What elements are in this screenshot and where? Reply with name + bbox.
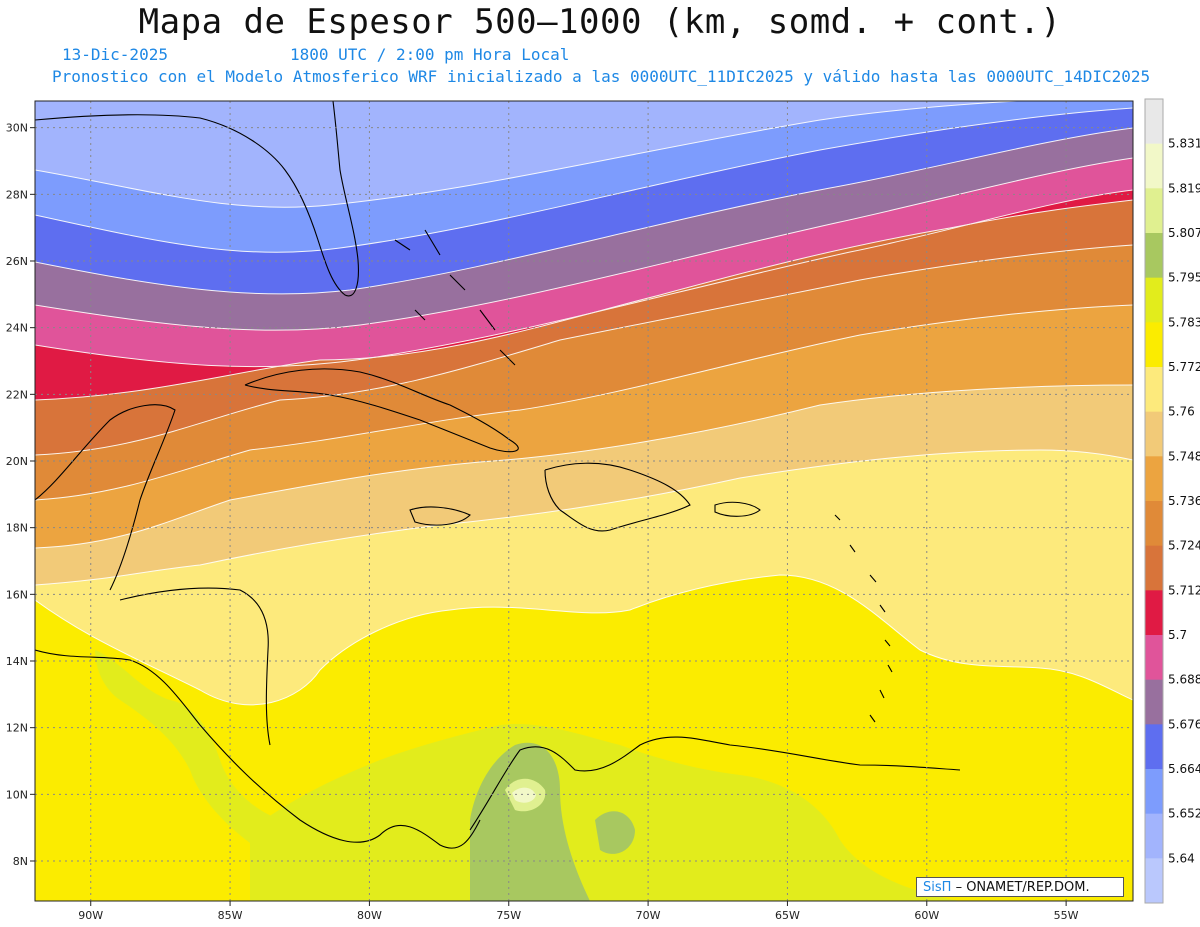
page-title: Mapa de Espesor 500—1000 (km, somd. + co… bbox=[138, 2, 1062, 42]
lon-tick-label: 80W bbox=[357, 909, 382, 922]
colorbar-label: 5.783 bbox=[1168, 315, 1200, 329]
longitude-axis: 90W 85W 80W 75W 70W 65W 60W 55W bbox=[78, 901, 1079, 922]
lon-tick-label: 70W bbox=[636, 909, 661, 922]
lon-tick-label: 90W bbox=[78, 909, 103, 922]
band-5676 bbox=[35, 108, 1133, 294]
colorbar-label: 5.819 bbox=[1168, 181, 1200, 195]
band-5795-spot bbox=[595, 811, 635, 854]
colorbar-label: 5.76 bbox=[1168, 405, 1195, 419]
colorbar-label: 5.748 bbox=[1168, 449, 1200, 463]
coast-lesser-antilles bbox=[834, 514, 893, 723]
band-5724 bbox=[35, 200, 1133, 455]
colorbar-swatch bbox=[1145, 635, 1163, 681]
colorbar-label: 5.736 bbox=[1168, 494, 1200, 508]
colorbar-swatch bbox=[1145, 233, 1163, 279]
lon-tick-label: 85W bbox=[218, 909, 243, 922]
coast-florida bbox=[35, 101, 359, 297]
colorbar-swatch bbox=[1145, 188, 1163, 234]
colorbar-label: 5.712 bbox=[1168, 583, 1200, 597]
coast-south-america bbox=[469, 736, 961, 831]
credit-brand: SisΠ bbox=[923, 880, 952, 895]
coast-puerto-rico bbox=[714, 501, 761, 517]
colorbar-swatch bbox=[1145, 724, 1163, 770]
lat-tick-label: 24N bbox=[6, 322, 28, 335]
lat-tick-label: 18N bbox=[6, 522, 28, 535]
credit-box: SisΠ – ONAMET/REP.DOM. bbox=[916, 877, 1124, 897]
colorbar-swatch bbox=[1145, 367, 1163, 413]
lat-tick-label: 10N bbox=[6, 788, 28, 801]
lat-tick-label: 8N bbox=[13, 855, 28, 868]
colorbar-label: 5.688 bbox=[1168, 673, 1200, 687]
coast-yucatan bbox=[35, 404, 176, 591]
colorbar-swatch bbox=[1145, 456, 1163, 502]
lat-tick-label: 26N bbox=[6, 255, 28, 268]
thickness-bands bbox=[35, 101, 1133, 901]
colorbar-swatch bbox=[1145, 679, 1163, 725]
lat-tick-label: 12N bbox=[6, 722, 28, 735]
lon-tick-label: 55W bbox=[1054, 909, 1079, 922]
lat-tick-label: 16N bbox=[6, 588, 28, 601]
credit-organization: – ONAMET/REP.DOM. bbox=[955, 880, 1090, 895]
lat-tick-label: 20N bbox=[6, 455, 28, 468]
coast-bahamas bbox=[394, 229, 516, 366]
lon-tick-label: 60W bbox=[914, 909, 939, 922]
colorbar: 5.831 5.819 5.807 5.795 5.783 5.772 5.76 5.748 5… bbox=[1144, 98, 1200, 904]
lat-tick-label: 22N bbox=[6, 388, 28, 401]
colorbar-swatch bbox=[1145, 99, 1163, 145]
colorbar-label: 5.664 bbox=[1168, 762, 1200, 776]
coast-jamaica bbox=[409, 506, 471, 526]
coastlines bbox=[35, 101, 961, 849]
lat-tick-label: 14N bbox=[6, 655, 28, 668]
band-5748 bbox=[35, 305, 1133, 548]
band-5760 bbox=[35, 385, 1133, 585]
band-5772 bbox=[35, 450, 1133, 705]
band-5783-west bbox=[95, 650, 280, 850]
latitude-axis: 30N 28N 26N 24N 22N 20N 18N 16N 14N 12N 10N 8N bbox=[6, 122, 35, 868]
colorbar-label: 5.772 bbox=[1168, 360, 1200, 374]
colorbar-label: 5.724 bbox=[1168, 539, 1200, 553]
colorbar-label: 5.7 bbox=[1168, 628, 1187, 642]
colorbar-swatch bbox=[1145, 769, 1163, 815]
colorbar-swatch bbox=[1145, 858, 1163, 904]
colorbar-swatch bbox=[1145, 813, 1163, 859]
band-5688 bbox=[35, 128, 1133, 331]
colorbar-label: 5.64 bbox=[1168, 851, 1195, 865]
band-5652 bbox=[35, 101, 1133, 208]
map-frame bbox=[34, 100, 1134, 902]
lat-tick-label: 28N bbox=[6, 188, 28, 201]
lat-tick-label: 30N bbox=[6, 122, 28, 135]
colorbar-swatch bbox=[1145, 501, 1163, 547]
graticule bbox=[35, 101, 1133, 901]
colorbar-label: 5.795 bbox=[1168, 271, 1200, 285]
band-5712 bbox=[35, 190, 1133, 400]
band-5664 bbox=[35, 101, 1133, 253]
lon-tick-label: 75W bbox=[496, 909, 521, 922]
coast-central-america bbox=[35, 649, 481, 849]
colorbar-frame bbox=[1144, 98, 1164, 904]
coast-cuba bbox=[244, 368, 519, 453]
band-5819 bbox=[512, 787, 536, 803]
lon-tick-label: 65W bbox=[775, 909, 800, 922]
colorbar-swatch bbox=[1145, 590, 1163, 636]
band-5783-south bbox=[250, 724, 960, 901]
forecast-date: 13-Dic-2025 bbox=[62, 45, 168, 64]
band-5700 bbox=[35, 158, 1133, 367]
forecast-description: Pronostico con el Modelo Atmosferico WRF… bbox=[52, 67, 1151, 86]
coast-honduras bbox=[119, 587, 271, 746]
colorbar-label: 5.676 bbox=[1168, 717, 1200, 731]
colorbar-label: 5.831 bbox=[1168, 137, 1200, 151]
colorbar-swatch bbox=[1145, 545, 1163, 591]
colorbar-swatch bbox=[1145, 277, 1163, 323]
forecast-time: 1800 UTC / 2:00 pm Hora Local bbox=[290, 45, 570, 64]
coast-hispaniola bbox=[544, 462, 691, 532]
colorbar-label: 5.807 bbox=[1168, 226, 1200, 240]
colorbar-swatch bbox=[1145, 322, 1163, 368]
band-5736 bbox=[35, 245, 1133, 500]
colorbar-swatch bbox=[1145, 143, 1163, 189]
colorbar-swatch bbox=[1145, 411, 1163, 457]
band-5795 bbox=[470, 742, 590, 901]
colorbar-label: 5.652 bbox=[1168, 807, 1200, 821]
